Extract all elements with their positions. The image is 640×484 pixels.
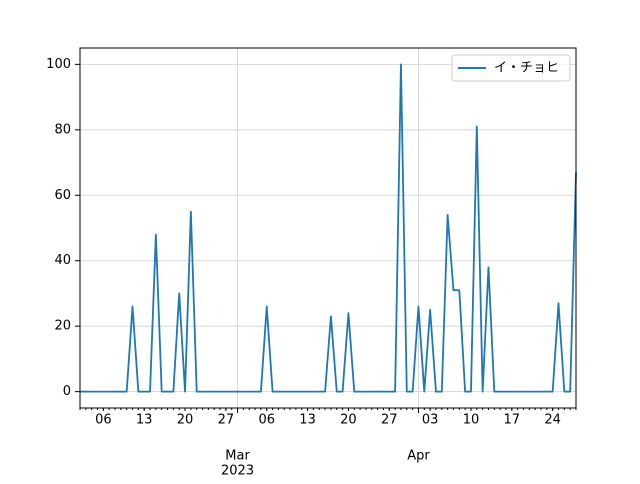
y-tick-label: 20 <box>54 319 71 334</box>
x-tick-label: Apr <box>407 449 430 464</box>
data-line <box>80 63 577 393</box>
y-tick-label: 60 <box>54 188 71 203</box>
legend-box <box>451 54 571 82</box>
x-minor-tick-label: 17 <box>504 413 521 428</box>
x-minor-tick-label: 24 <box>544 413 561 428</box>
x-tick-label: Mar <box>225 449 250 464</box>
x-minor-tick-label: 06 <box>258 413 275 428</box>
x-minor-tick-label: 06 <box>95 413 112 428</box>
x-minor-tick-label: 13 <box>299 413 316 428</box>
x-minor-tick-label: 13 <box>136 413 153 428</box>
plot-frame <box>79 47 577 409</box>
y-tick-label: 0 <box>63 384 71 399</box>
x-minor-tick-label: 20 <box>177 413 194 428</box>
legend-label: イ・チョヒ <box>494 61 559 76</box>
x-minor-tick-label: 20 <box>340 413 357 428</box>
x-minor-tick-label: 10 <box>463 413 480 428</box>
y-tick-label: 100 <box>46 57 71 72</box>
x-minor-tick-label: 27 <box>218 413 235 428</box>
y-tick-label: 40 <box>54 253 71 268</box>
x-minor-tick-label: 27 <box>381 413 398 428</box>
x-year-label: 2023 <box>221 464 254 479</box>
x-minor-tick-label: 03 <box>422 413 439 428</box>
y-tick-label: 80 <box>54 122 71 137</box>
